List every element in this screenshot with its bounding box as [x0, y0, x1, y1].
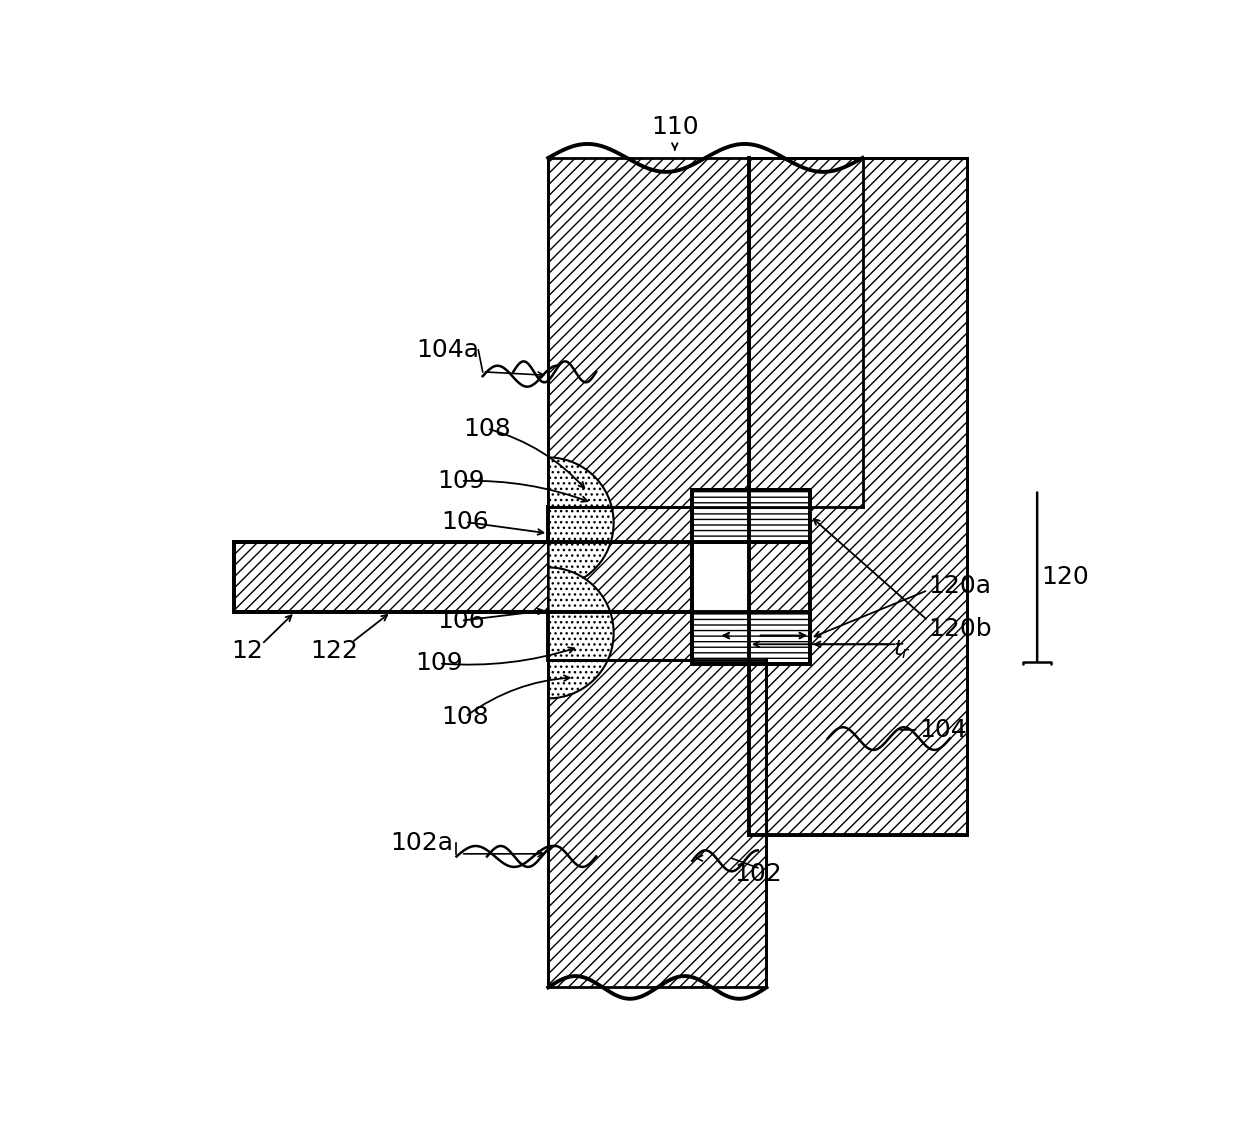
Text: 108: 108 — [464, 416, 511, 441]
Text: 104: 104 — [919, 718, 967, 742]
Text: 102a: 102a — [391, 831, 453, 855]
Polygon shape — [548, 612, 692, 660]
Polygon shape — [234, 542, 692, 612]
Text: 109: 109 — [415, 651, 463, 676]
Polygon shape — [749, 158, 967, 835]
Text: 106: 106 — [441, 510, 489, 534]
Polygon shape — [548, 567, 614, 699]
Text: 104a: 104a — [417, 338, 480, 362]
Polygon shape — [548, 158, 863, 507]
Text: 109: 109 — [436, 469, 485, 493]
Text: 12: 12 — [231, 640, 263, 663]
Text: 120b: 120b — [928, 617, 992, 642]
Polygon shape — [692, 612, 810, 665]
Text: 120a: 120a — [928, 574, 991, 598]
Text: 110: 110 — [651, 115, 698, 138]
Text: 106: 106 — [436, 609, 485, 633]
Polygon shape — [548, 660, 766, 988]
Polygon shape — [548, 457, 614, 589]
Text: $t_r$: $t_r$ — [893, 638, 911, 661]
Text: 120: 120 — [1042, 565, 1089, 589]
Polygon shape — [548, 507, 692, 542]
Text: 102: 102 — [734, 862, 781, 886]
Text: 122: 122 — [310, 640, 358, 663]
Polygon shape — [692, 490, 810, 542]
Text: 108: 108 — [441, 704, 489, 729]
